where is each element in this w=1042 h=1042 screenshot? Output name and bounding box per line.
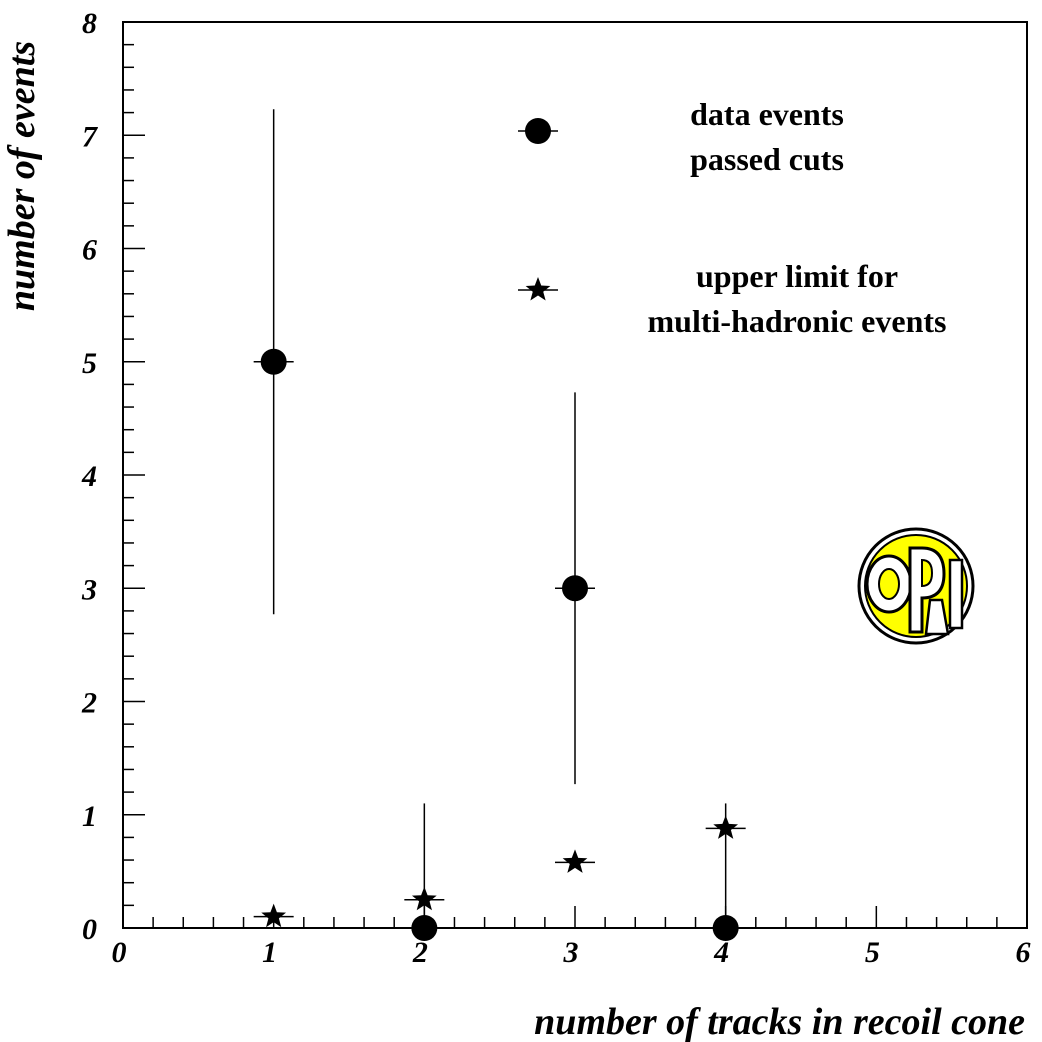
y-axis-title: number of events <box>1 41 43 311</box>
legend-label: data events <box>690 96 844 132</box>
legend-star-marker <box>525 277 551 301</box>
x-tick-label: 1 <box>262 936 277 969</box>
x-tick-label: 0 <box>112 936 127 969</box>
x-tick-label: 3 <box>563 936 579 969</box>
y-tick-label: 7 <box>82 120 98 153</box>
y-tick-label: 6 <box>82 234 97 267</box>
tick-labels: 0 1 2 3 4 5 6 0 1 2 3 4 5 6 7 8 <box>81 7 1031 969</box>
legend-label: upper limit for <box>696 258 898 294</box>
data-point <box>712 915 739 941</box>
x-tick-label: 4 <box>713 936 729 969</box>
upper-limit-point <box>411 886 437 911</box>
y-tick-label: 0 <box>82 913 97 946</box>
upper-limit-point <box>562 849 588 873</box>
x-tick-label: 5 <box>865 936 880 969</box>
data-marks <box>253 109 746 941</box>
upper-limit-point <box>713 815 739 839</box>
y-tick-label: 5 <box>82 347 97 380</box>
opal-logo <box>857 527 975 645</box>
x-tick-label: 6 <box>1016 936 1031 969</box>
x-tick-label: 2 <box>412 936 428 969</box>
axis-ticks <box>122 21 1028 929</box>
legend-label: multi-hadronic events <box>648 303 947 339</box>
y-tick-label: 1 <box>82 800 97 833</box>
data-point <box>411 915 438 941</box>
y-tick-label: 3 <box>81 573 97 606</box>
legend: data events passed cuts upper limit for mul… <box>518 96 946 339</box>
upper-limit-point <box>261 903 287 928</box>
legend-label: passed cuts <box>690 141 844 177</box>
data-point <box>562 575 588 602</box>
legend-circle-marker <box>525 118 551 144</box>
y-tick-label: 8 <box>82 7 97 40</box>
y-tick-label: 2 <box>81 687 97 720</box>
y-tick-label: 4 <box>81 460 97 493</box>
data-point <box>260 348 287 375</box>
x-axis-title: number of tracks in recoil cone <box>534 1001 1025 1042</box>
